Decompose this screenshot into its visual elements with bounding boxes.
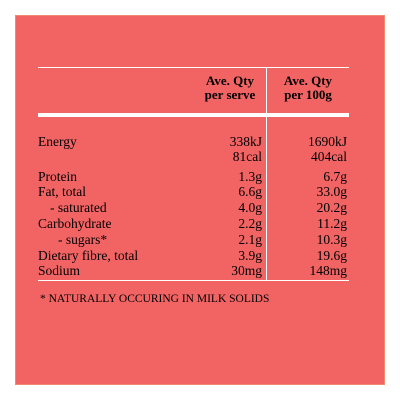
row-value-100g: 1690kJ — [307, 134, 347, 149]
row-value-serve: 4.0g — [238, 200, 262, 215]
footnote: * NATURALLY OCCURING IN MILK SOLIDS — [40, 293, 270, 305]
row-label: Dietary fibre, total — [38, 248, 139, 263]
nutrition-panel — [15, 15, 385, 385]
row-value-serve: 3.9g — [238, 248, 262, 263]
table-row: - sugars* 2.1g 10.3g — [38, 232, 349, 247]
row-value-100g: 20.2g — [316, 200, 347, 215]
row-value-100g: 148mg — [309, 263, 347, 278]
header-per-100g: Ave. Qty per 100g — [267, 74, 349, 102]
table-row: Protein 1.3g 6.7g — [38, 169, 349, 184]
table-row: Dietary fibre, total 3.9g 19.6g — [38, 248, 349, 263]
row-value-serve: 338kJ — [229, 134, 262, 149]
column-divider — [266, 67, 267, 280]
row-value-serve: 2.2g — [238, 216, 262, 231]
row-value-100g: 10.3g — [316, 232, 347, 247]
table-row: Energy 338kJ 1690kJ — [38, 134, 349, 149]
table-row: Carbohydrate 2.2g 11.2g — [38, 216, 349, 231]
row-label: Fat, total — [38, 184, 86, 199]
header-per-serve-line1: Ave. Qty — [205, 73, 255, 88]
row-label: Carbohydrate — [38, 216, 112, 231]
row-value-serve: 6.6g — [238, 184, 262, 199]
row-label: - saturated — [50, 200, 107, 215]
header-per-serve-line2: per serve — [204, 87, 256, 102]
row-value-serve: 30mg — [231, 263, 262, 278]
table-bottom-rule — [38, 280, 349, 281]
row-label: Sodium — [38, 263, 81, 278]
table-top-rule — [38, 67, 349, 68]
row-value-serve: 81cal — [232, 149, 262, 164]
row-label: Energy — [38, 134, 77, 149]
header-per-100g-line2: per 100g — [284, 87, 332, 102]
row-label: Protein — [38, 169, 77, 184]
row-value-serve: 1.3g — [238, 169, 262, 184]
row-value-serve: 2.1g — [238, 232, 262, 247]
row-value-100g: 6.7g — [323, 169, 347, 184]
table-row: - saturated 4.0g 20.2g — [38, 200, 349, 215]
table-row: Fat, total 6.6g 33.0g — [38, 184, 349, 199]
table-row: Sodium 30mg 148mg — [38, 263, 349, 278]
row-value-100g: 11.2g — [317, 216, 347, 231]
header-per-serve: Ave. Qty per serve — [195, 74, 265, 102]
header-per-100g-line1: Ave. Qty — [283, 73, 333, 88]
row-value-100g: 33.0g — [316, 184, 347, 199]
table-row: 81cal 404cal — [38, 149, 349, 164]
row-value-100g: 404cal — [311, 149, 347, 164]
row-value-100g: 19.6g — [316, 248, 347, 263]
row-label: - sugars* — [58, 232, 108, 247]
header-rule — [38, 113, 349, 117]
